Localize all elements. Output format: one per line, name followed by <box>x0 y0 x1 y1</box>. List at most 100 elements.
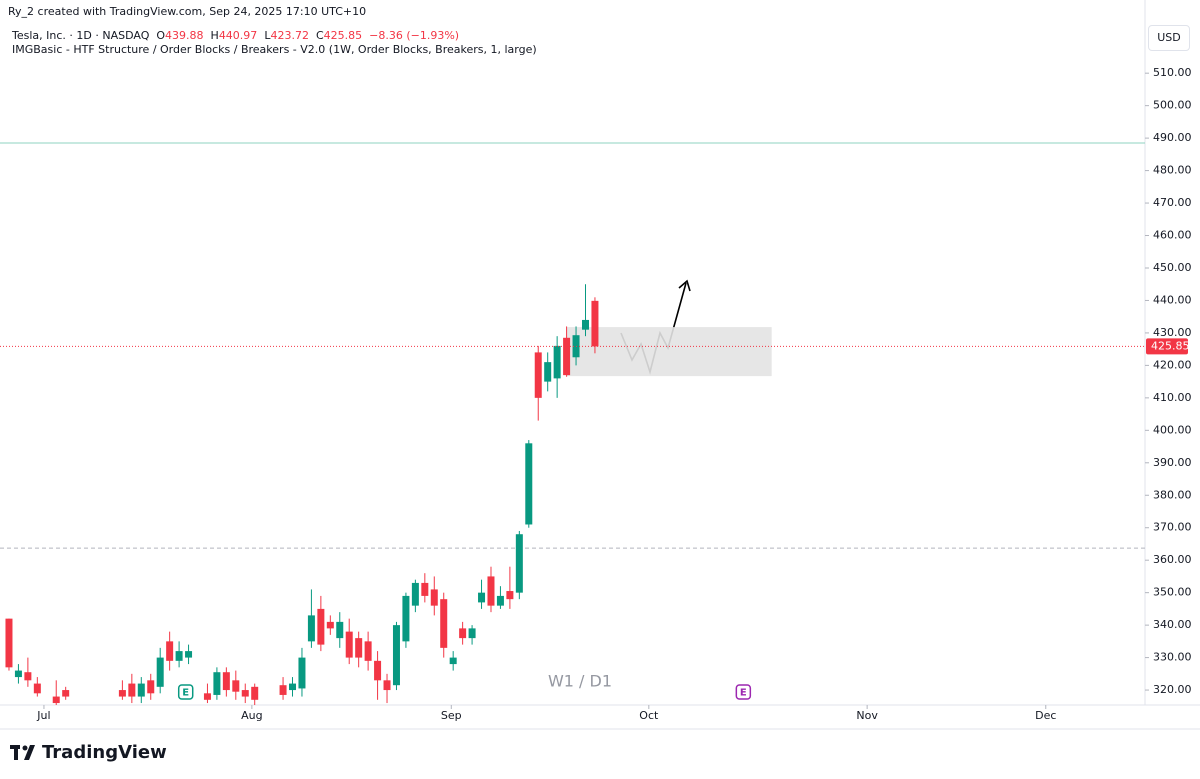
logo <box>10 745 35 760</box>
candle-body <box>307 615 315 642</box>
candle-body <box>175 651 183 661</box>
candle-body <box>563 337 571 376</box>
candle-body <box>24 672 32 681</box>
y-tick-label: 500.00 <box>1153 99 1192 112</box>
x-tick-label: Dec <box>1035 709 1056 722</box>
y-tick-label: 480.00 <box>1153 164 1192 177</box>
candle-body <box>279 685 287 695</box>
candle-body <box>515 534 523 593</box>
candle-body <box>553 345 561 379</box>
high-label: H <box>210 29 219 42</box>
candle-body <box>430 589 438 606</box>
currency-button[interactable]: USD <box>1148 25 1190 51</box>
quote-line: Tesla, Inc. · 1D · NASDAQ O439.88 H440.9… <box>12 29 459 42</box>
symbol-title: Tesla, Inc. · 1D · NASDAQ <box>12 29 150 42</box>
y-tick-label: 410.00 <box>1153 391 1192 404</box>
open-label: O <box>156 29 166 42</box>
candle-body <box>459 628 467 639</box>
candle-body <box>251 686 259 700</box>
y-tick-label: 330.00 <box>1153 651 1192 664</box>
candle-body <box>468 628 476 639</box>
candle-body <box>411 582 419 606</box>
candle-body <box>591 300 599 347</box>
low-label: L <box>264 29 271 42</box>
candle-body <box>355 638 363 658</box>
x-tick-label: Nov <box>856 709 878 722</box>
y-tick-label: 370.00 <box>1153 521 1192 534</box>
candle-body <box>506 591 514 600</box>
event-icon <box>177 684 194 700</box>
event-label: E <box>182 688 189 699</box>
open-value: 439.88 <box>165 29 204 42</box>
change: −8.36 (−1.93%) <box>369 29 460 42</box>
watermark: W1 / D1 <box>548 672 612 691</box>
candle-body <box>478 592 486 603</box>
candle-body <box>52 696 60 704</box>
candle-body <box>232 680 240 692</box>
candle-body <box>5 618 13 668</box>
y-tick-label: 460.00 <box>1153 229 1192 242</box>
high-value: 440.97 <box>218 29 258 42</box>
candle-body <box>203 693 211 700</box>
candle-body <box>128 683 136 697</box>
candle-body <box>392 625 400 686</box>
candle-body <box>317 608 325 645</box>
candle-body <box>336 621 344 639</box>
candle-body <box>581 319 589 330</box>
candle-body <box>62 690 70 697</box>
event-icon <box>735 684 752 700</box>
y-tick-label: 450.00 <box>1153 261 1192 274</box>
plot-area <box>0 142 1145 705</box>
candle-body <box>572 335 580 358</box>
y-tick-label: 420.00 <box>1153 358 1192 371</box>
candle-body <box>298 657 306 689</box>
x-tick-label: Jul <box>36 709 50 722</box>
candle-body <box>345 631 353 658</box>
candle-body <box>166 641 174 661</box>
y-tick-label: 380.00 <box>1153 488 1192 501</box>
y-tick-label: 360.00 <box>1153 553 1192 566</box>
event-label: E <box>740 688 747 699</box>
candle-body <box>374 660 382 681</box>
y-tick-label: 510.00 <box>1153 66 1192 79</box>
candle-body <box>118 690 126 697</box>
y-tick-label: 440.00 <box>1153 293 1192 306</box>
candle-body <box>534 352 542 398</box>
candle-body <box>421 582 429 596</box>
y-tick-label: 340.00 <box>1153 618 1192 631</box>
drawn-arrowhead <box>678 279 691 292</box>
candle-body <box>185 651 193 658</box>
y-tick-label: 390.00 <box>1153 456 1192 469</box>
candle-body <box>213 672 221 695</box>
candle-body <box>544 362 552 382</box>
candle-body <box>289 683 297 691</box>
candle-body <box>525 443 533 525</box>
close-value: 425.85 <box>323 29 363 42</box>
candle-body <box>241 690 249 697</box>
brand: TradingView <box>42 742 167 763</box>
candle-body <box>222 672 230 691</box>
creator: Ry_2 created with TradingView.com, Sep 2… <box>8 5 367 18</box>
candle-body <box>402 595 410 642</box>
order-block-zone <box>566 327 772 377</box>
candle-body <box>326 621 334 629</box>
y-tick-label: 320.00 <box>1153 683 1192 696</box>
y-tick-label: 400.00 <box>1153 423 1192 436</box>
x-tick-label: Aug <box>241 709 262 722</box>
price-label-box <box>1146 338 1188 355</box>
y-tick-label: 470.00 <box>1153 196 1192 209</box>
price-label: 425.85 <box>1151 339 1190 352</box>
candle-body <box>449 657 457 665</box>
y-tick-label: 350.00 <box>1153 586 1192 599</box>
low-value: 423.72 <box>270 29 309 42</box>
candle-body <box>147 680 155 694</box>
candle-body <box>496 595 504 606</box>
candle-body <box>487 576 495 606</box>
drawn-path <box>620 282 687 375</box>
x-tick-label: Oct <box>639 709 659 722</box>
candle-body <box>156 657 164 687</box>
candle-body <box>440 599 448 648</box>
y-tick-label: 430.00 <box>1153 326 1192 339</box>
